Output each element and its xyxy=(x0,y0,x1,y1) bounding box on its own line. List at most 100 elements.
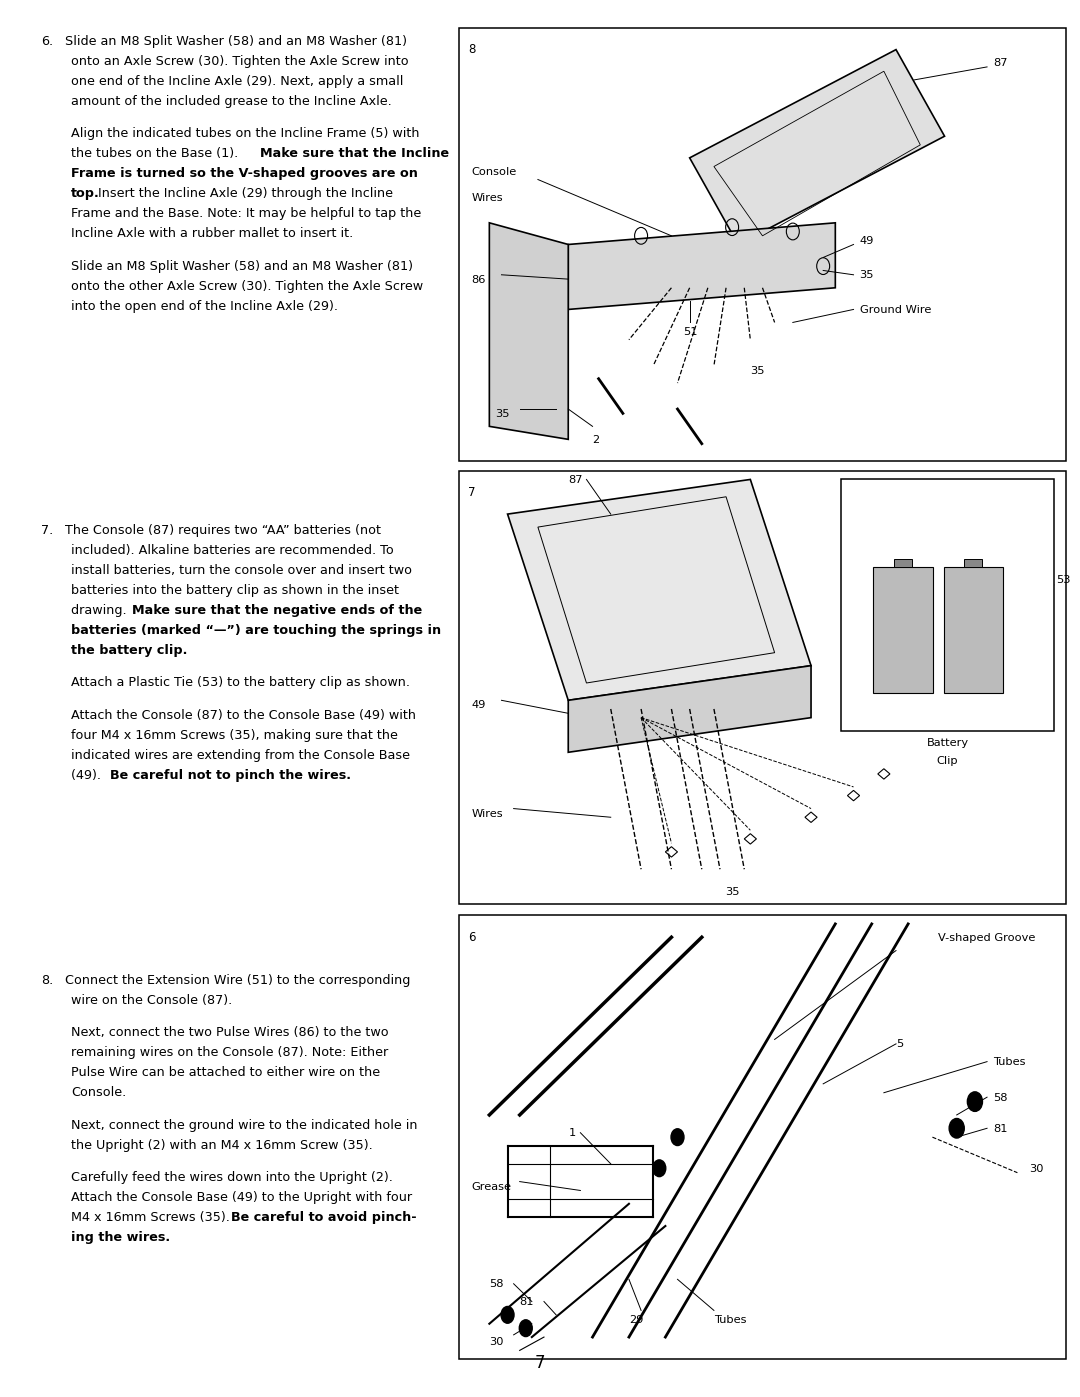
Text: Clip: Clip xyxy=(936,756,958,766)
Text: Frame and the Base. Note: It may be helpful to tap the: Frame and the Base. Note: It may be help… xyxy=(71,207,421,221)
Text: the tubes on the Base (1).: the tubes on the Base (1). xyxy=(71,147,243,161)
Circle shape xyxy=(968,1092,983,1112)
Text: 5: 5 xyxy=(896,1039,903,1049)
Polygon shape xyxy=(489,224,568,439)
Text: V-shaped Groove: V-shaped Groove xyxy=(939,933,1036,943)
Text: remaining wires on the Console (87). Note: Either: remaining wires on the Console (87). Not… xyxy=(71,1046,389,1059)
Circle shape xyxy=(652,1160,665,1176)
Text: (49).: (49). xyxy=(71,768,105,782)
Text: Insert the Incline Axle (29) through the Incline: Insert the Incline Axle (29) through the… xyxy=(98,187,393,200)
Text: 7: 7 xyxy=(535,1354,545,1372)
Text: into the open end of the Incline Axle (29).: into the open end of the Incline Axle (2… xyxy=(71,300,338,313)
Text: batteries (marked “—”) are touching the springs in: batteries (marked “—”) are touching the … xyxy=(71,623,442,637)
Text: Wires: Wires xyxy=(471,809,503,819)
Text: 7.: 7. xyxy=(41,524,53,536)
Text: 1: 1 xyxy=(568,1129,576,1139)
Text: 2: 2 xyxy=(593,434,599,446)
Text: the battery clip.: the battery clip. xyxy=(71,644,188,657)
Text: Next, connect the two Pulse Wires (86) to the two: Next, connect the two Pulse Wires (86) t… xyxy=(71,1027,389,1039)
Polygon shape xyxy=(568,666,811,753)
Text: 87: 87 xyxy=(994,59,1008,68)
Text: Make sure that the negative ends of the: Make sure that the negative ends of the xyxy=(132,604,422,617)
Polygon shape xyxy=(508,479,811,700)
Text: Align the indicated tubes on the Incline Frame (5) with: Align the indicated tubes on the Incline… xyxy=(71,127,420,141)
Text: 81: 81 xyxy=(994,1123,1008,1134)
Text: Grease: Grease xyxy=(471,1182,511,1192)
Text: Be careful to avoid pinch-: Be careful to avoid pinch- xyxy=(231,1211,417,1224)
Text: Incline Axle with a rubber mallet to insert it.: Incline Axle with a rubber mallet to ins… xyxy=(71,228,353,240)
Text: Attach the Console (87) to the Console Base (49) with: Attach the Console (87) to the Console B… xyxy=(71,708,416,722)
Text: Slide an M8 Split Washer (58) and an M8 Washer (81): Slide an M8 Split Washer (58) and an M8 … xyxy=(71,260,414,272)
Bar xyxy=(944,567,1003,693)
Text: one end of the Incline Axle (29). Next, apply a small: one end of the Incline Axle (29). Next, … xyxy=(71,75,404,88)
Text: 35: 35 xyxy=(860,271,874,281)
Text: Frame is turned so the V-shaped grooves are on: Frame is turned so the V-shaped grooves … xyxy=(71,168,418,180)
Text: 8.: 8. xyxy=(41,974,53,986)
Text: 86: 86 xyxy=(471,275,486,285)
Text: 29: 29 xyxy=(629,1315,644,1324)
Polygon shape xyxy=(690,49,945,244)
Text: 6: 6 xyxy=(468,930,475,943)
Text: Tubes: Tubes xyxy=(994,1058,1026,1067)
Text: amount of the included grease to the Incline Axle.: amount of the included grease to the Inc… xyxy=(71,95,392,108)
Text: 35: 35 xyxy=(496,409,510,419)
Text: 58: 58 xyxy=(489,1280,504,1289)
Text: Be careful not to pinch the wires.: Be careful not to pinch the wires. xyxy=(110,768,351,782)
Text: 58: 58 xyxy=(994,1092,1008,1102)
Bar xyxy=(459,471,1066,904)
Text: Console.: Console. xyxy=(71,1087,126,1099)
Text: 30: 30 xyxy=(1029,1164,1044,1173)
Text: Connect the Extension Wire (51) to the corresponding: Connect the Extension Wire (51) to the c… xyxy=(65,974,410,986)
Text: 8: 8 xyxy=(468,43,475,56)
Text: top.: top. xyxy=(71,187,100,200)
Text: 35: 35 xyxy=(751,366,765,376)
Bar xyxy=(841,479,1054,731)
Text: Make sure that the Incline: Make sure that the Incline xyxy=(260,147,449,161)
Bar xyxy=(894,559,912,567)
Circle shape xyxy=(519,1320,532,1337)
Text: Tubes: Tubes xyxy=(714,1315,746,1324)
Text: Ground Wire: Ground Wire xyxy=(860,305,931,316)
Text: Console: Console xyxy=(471,166,516,176)
Text: 49: 49 xyxy=(860,236,874,246)
Text: The Console (87) requires two “AA” batteries (not: The Console (87) requires two “AA” batte… xyxy=(65,524,381,536)
Text: ing the wires.: ing the wires. xyxy=(71,1231,171,1245)
Text: onto the other Axle Screw (30). Tighten the Axle Screw: onto the other Axle Screw (30). Tighten … xyxy=(71,279,423,293)
Text: Next, connect the ground wire to the indicated hole in: Next, connect the ground wire to the ind… xyxy=(71,1119,418,1132)
Text: 30: 30 xyxy=(489,1337,504,1347)
Text: 87: 87 xyxy=(568,475,583,485)
Text: 53: 53 xyxy=(1056,576,1070,585)
Text: Slide an M8 Split Washer (58) and an M8 Washer (81): Slide an M8 Split Washer (58) and an M8 … xyxy=(65,35,407,47)
Circle shape xyxy=(671,1129,684,1146)
Text: the Upright (2) with an M4 x 16mm Screw (35).: the Upright (2) with an M4 x 16mm Screw … xyxy=(71,1139,373,1151)
Text: 81: 81 xyxy=(519,1296,535,1308)
Text: four M4 x 16mm Screws (35), making sure that the: four M4 x 16mm Screws (35), making sure … xyxy=(71,729,399,742)
Bar xyxy=(964,559,982,567)
Circle shape xyxy=(501,1306,514,1323)
Text: 35: 35 xyxy=(725,887,740,897)
Text: Battery: Battery xyxy=(927,738,969,747)
Text: Attach the Console Base (49) to the Upright with four: Attach the Console Base (49) to the Upri… xyxy=(71,1192,413,1204)
Bar xyxy=(459,28,1066,461)
Polygon shape xyxy=(568,224,835,309)
Text: wire on the Console (87).: wire on the Console (87). xyxy=(71,993,232,1007)
Text: 49: 49 xyxy=(471,700,486,710)
Text: included). Alkaline batteries are recommended. To: included). Alkaline batteries are recomm… xyxy=(71,543,394,557)
Text: M4 x 16mm Screws (35).: M4 x 16mm Screws (35). xyxy=(71,1211,234,1224)
Text: batteries into the battery clip as shown in the inset: batteries into the battery clip as shown… xyxy=(71,584,400,597)
Text: install batteries, turn the console over and insert two: install batteries, turn the console over… xyxy=(71,564,413,577)
Text: Batteries: Batteries xyxy=(1000,483,1052,493)
Text: drawing.: drawing. xyxy=(71,604,131,617)
Text: 51: 51 xyxy=(684,327,698,337)
Text: Carefully feed the wires down into the Upright (2).: Carefully feed the wires down into the U… xyxy=(71,1171,393,1185)
Text: 6.: 6. xyxy=(41,35,53,47)
Text: indicated wires are extending from the Console Base: indicated wires are extending from the C… xyxy=(71,749,410,761)
Bar xyxy=(874,567,933,693)
Text: Pulse Wire can be attached to either wire on the: Pulse Wire can be attached to either wir… xyxy=(71,1066,380,1080)
Bar xyxy=(459,915,1066,1359)
Circle shape xyxy=(949,1119,964,1139)
Text: onto an Axle Screw (30). Tighten the Axle Screw into: onto an Axle Screw (30). Tighten the Axl… xyxy=(71,54,409,68)
Text: Wires: Wires xyxy=(471,193,503,203)
Text: 7: 7 xyxy=(468,486,475,499)
Text: Attach a Plastic Tie (53) to the battery clip as shown.: Attach a Plastic Tie (53) to the battery… xyxy=(71,676,410,689)
